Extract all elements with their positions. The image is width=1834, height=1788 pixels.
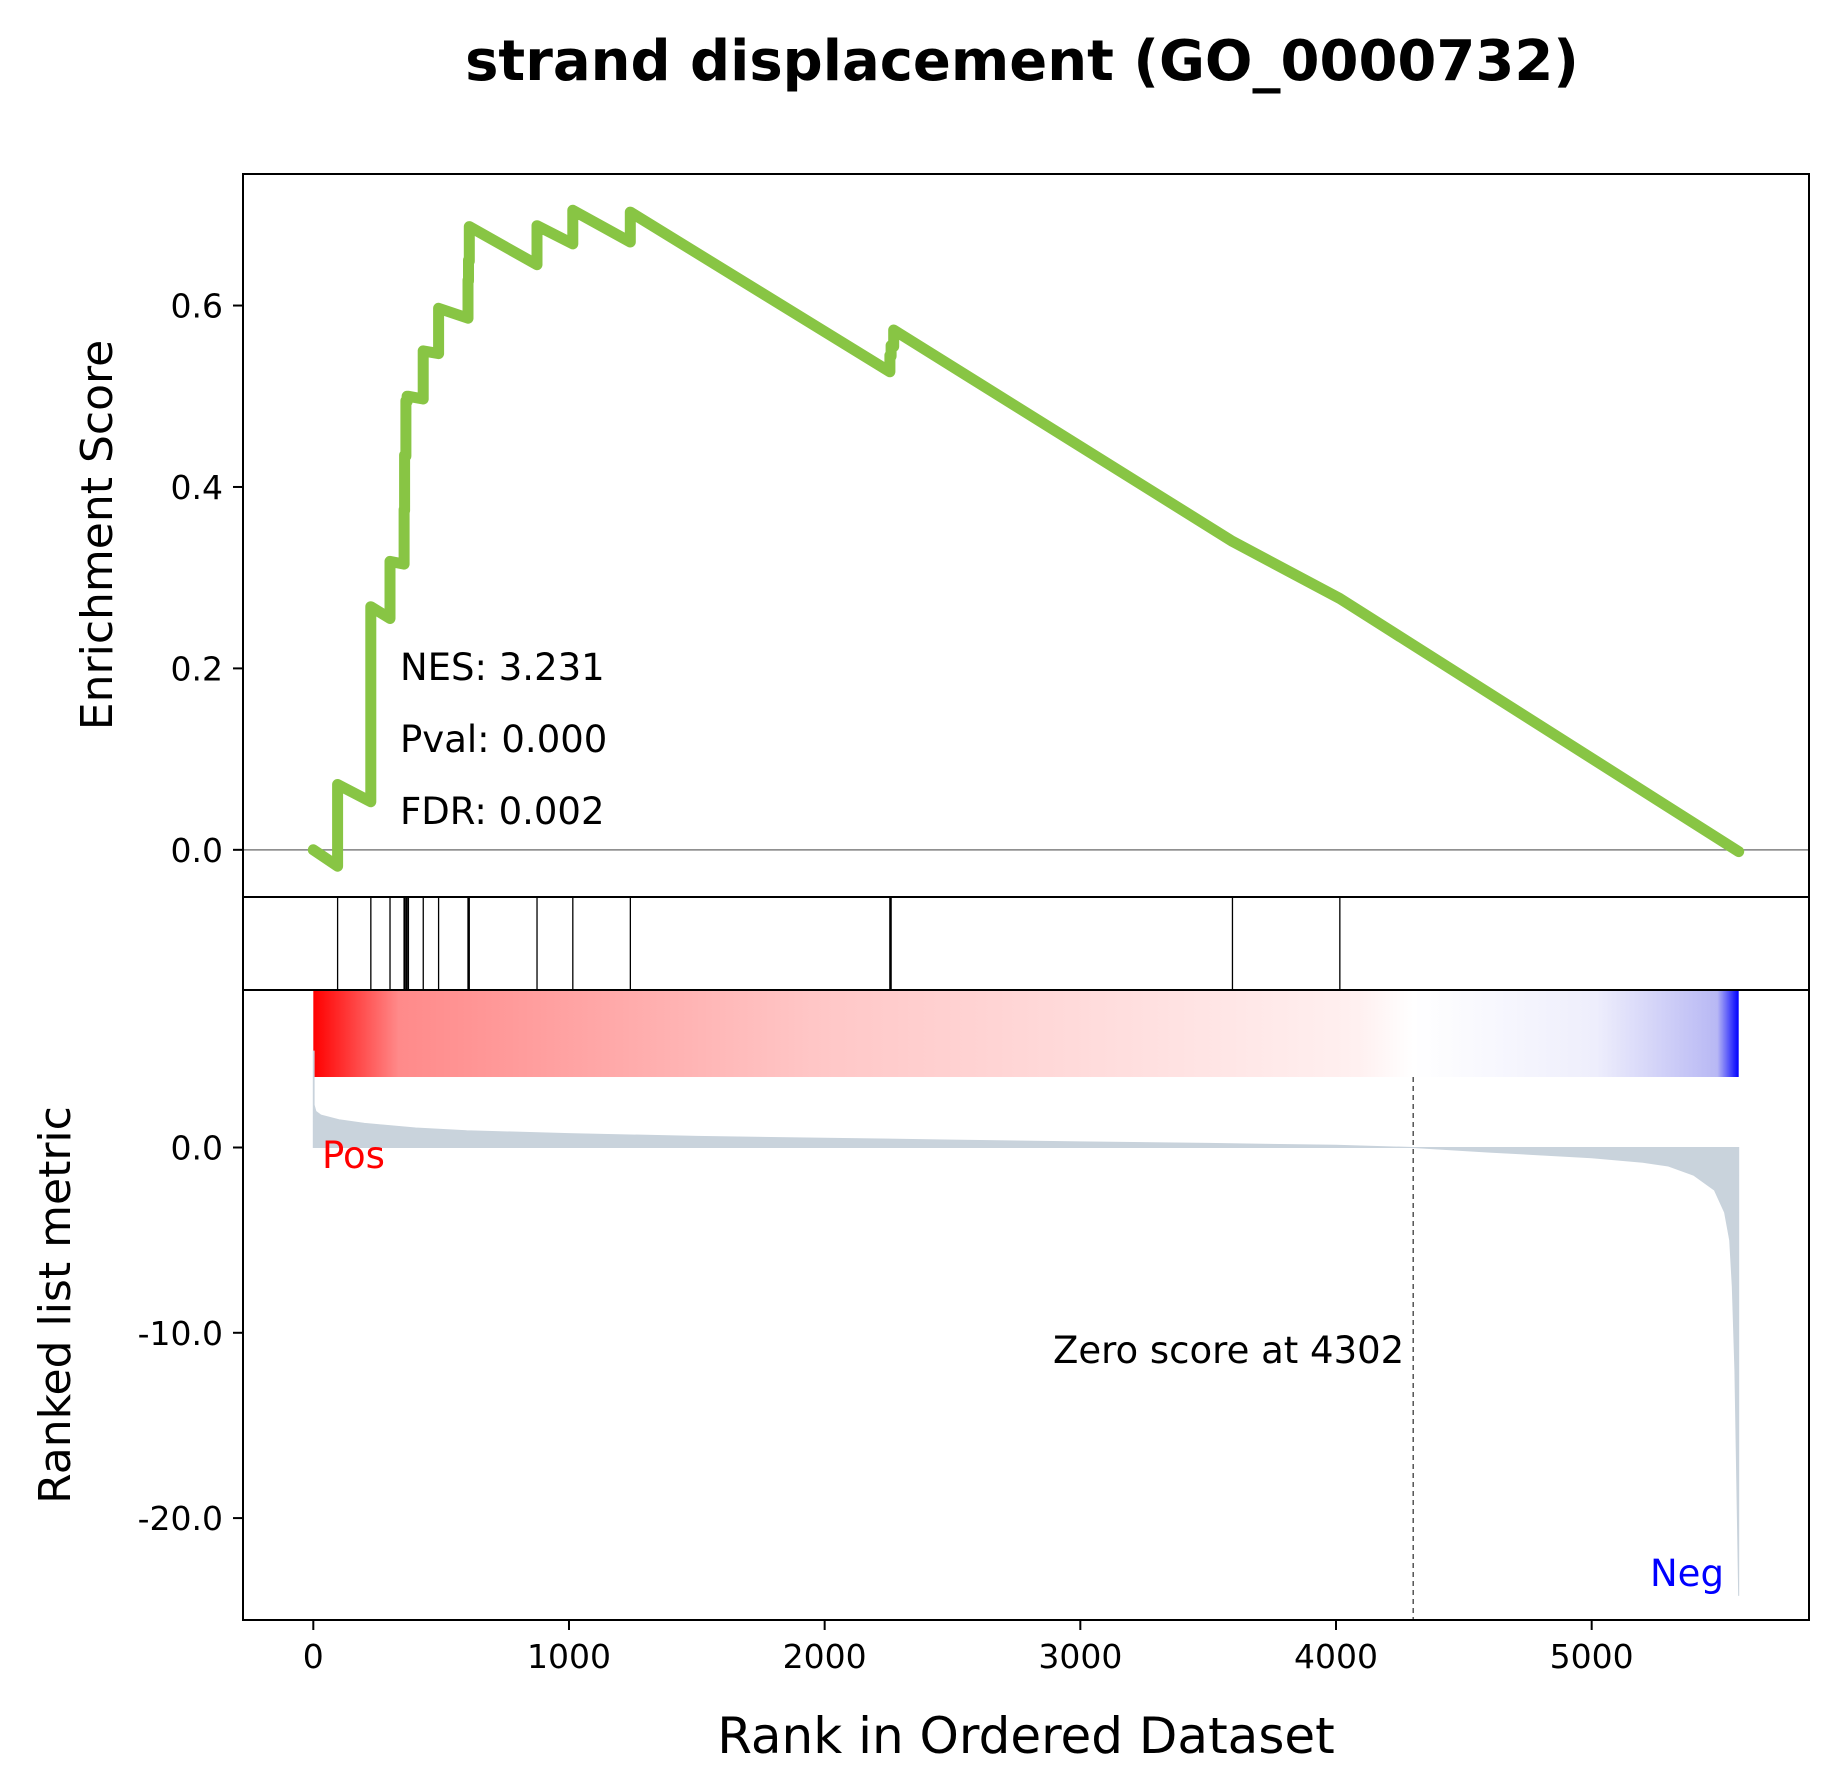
hits-panel [242,896,1810,991]
neg-label: Neg [1650,1552,1724,1595]
rank-heatmap-bar [313,990,1739,1077]
rank-heatmap [313,990,1739,1077]
pval-annotation: Pval: 0.000 [400,718,607,761]
x-tick-label: 5000 [1550,1637,1634,1676]
nes-annotation: NES: 3.231 [400,646,605,689]
fdr-annotation: FDR: 0.002 [400,790,605,833]
es-y-axis-label: Enrichment Score [72,340,123,730]
rk-y-tick-label: -20.0 [138,1499,223,1538]
ranked-metric-panel: 0.0 -10.0 -20.0 Ranked list metric Pos Neg… [30,989,1810,1621]
x-tick-label: 4000 [1294,1637,1378,1676]
x-axis-label: Rank in Ordered Dataset [717,1707,1334,1765]
rk-y-tick-label: 0.0 [171,1129,223,1168]
x-tick-label: 1000 [527,1637,611,1676]
x-tick-label: 0 [303,1637,324,1676]
enrichment-score-series [307,204,1745,872]
pos-label: Pos [322,1134,385,1177]
enrichment-panel: 0.0 0.2 0.4 0.6 Enrichment Score NES: 3.231… [72,173,1810,898]
rk-axes-frame [242,989,1810,1621]
es-y-tick-label: 0.0 [171,831,223,870]
chart-title: strand displacement (GO_0000732) [465,29,1579,94]
zero-score-annotation: Zero score at 4302 [1053,1329,1404,1372]
gene-hit-marks [336,897,1341,990]
enrichment-score-line [307,204,1745,872]
es-y-tick-label: 0.4 [171,468,223,507]
rk-y-tick-label: -10.0 [138,1314,223,1353]
rk-y-axis: 0.0 -10.0 -20.0 [138,1129,243,1538]
ranked-metric-area [312,1050,1740,1596]
es-y-axis: 0.0 0.2 0.4 0.6 [171,287,243,870]
x-tick-label: 3000 [1038,1637,1122,1676]
x-tick-label: 2000 [783,1637,867,1676]
es-axes-frame [242,173,1810,898]
rk-y-axis-label: Ranked list metric [30,1106,81,1504]
hits-axes-frame [242,896,1810,991]
x-axis: 0 1000 2000 3000 4000 5000 [303,1620,1634,1676]
es-y-tick-label: 0.2 [171,649,223,688]
ranked-metric-series [312,1050,1740,1596]
es-y-tick-label: 0.6 [171,287,223,326]
